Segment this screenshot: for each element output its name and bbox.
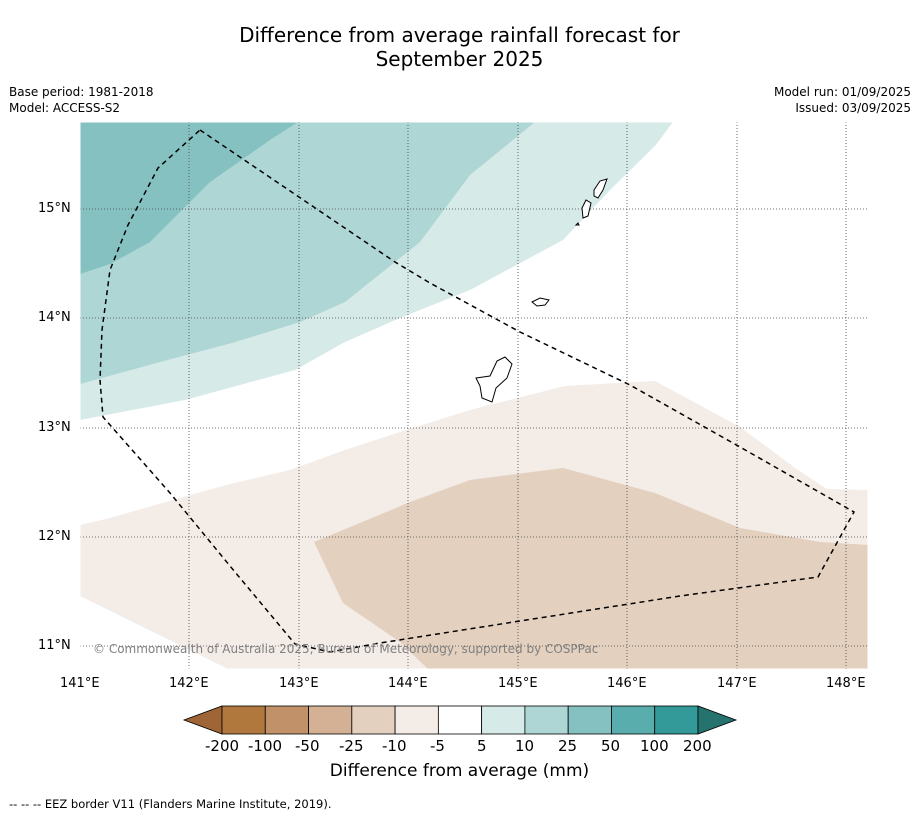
colorbar-segment-1 <box>264 705 309 735</box>
colorbar-label-minus25: -25 <box>339 737 364 755</box>
base-period-label: Base period: 1981-2018 <box>9 85 154 99</box>
map-title-line1: Difference from average rainfall forecas… <box>239 23 680 47</box>
colorbar-label-200: 200 <box>683 737 712 755</box>
colorbar-segment-4 <box>394 705 439 735</box>
copyright-credit: © Commonwealth of Australia 2025, Bureau… <box>93 642 599 656</box>
colorbar-label-10: 10 <box>515 737 535 755</box>
eez-legend-note: -- -- -- EEZ border V11 (Flanders Marine… <box>9 797 332 811</box>
colorbar-segment-2 <box>308 705 353 735</box>
lon-tick-141: 141°E <box>60 676 100 691</box>
colorbar-label-100: 100 <box>640 737 669 755</box>
map-title-line2: September 2025 <box>375 47 544 71</box>
model-run-label: Model run: 01/09/2025 <box>773 85 911 99</box>
model-label: Model: ACCESS-S2 <box>9 101 121 115</box>
colorbar-segment-10 <box>654 705 699 735</box>
colorbar-segment-0 <box>221 705 266 735</box>
lon-tick-144: 144°E <box>388 676 428 691</box>
lat-tick-14: 14°N <box>38 310 71 325</box>
lon-tick-147: 147°E <box>717 676 757 691</box>
issued-label: Issued: 03/09/2025 <box>795 101 911 115</box>
lat-tick-15: 15°N <box>38 201 71 216</box>
lon-tick-145: 145°E <box>498 676 538 691</box>
colorbar-label-minus50: -50 <box>295 737 320 755</box>
island-rota <box>531 297 550 307</box>
colorbar-extend-high <box>697 705 738 735</box>
colorbar-segment-8 <box>567 705 612 735</box>
colorbar-segment-6 <box>481 705 526 735</box>
island-aguijan <box>574 222 580 226</box>
colorbar-extend-low <box>182 705 223 735</box>
colorbar-label-25: 25 <box>558 737 578 755</box>
island-tinian <box>581 199 592 219</box>
colorbar-segment-5 <box>437 705 483 735</box>
lat-tick-12: 12°N <box>38 529 71 544</box>
colorbar-segment-7 <box>524 705 569 735</box>
island-guam <box>475 356 513 403</box>
island-saipan <box>593 178 608 199</box>
lon-tick-148: 148°E <box>826 676 866 691</box>
dry-band-minus10-25 <box>314 468 868 669</box>
colorbar-segment-9 <box>611 705 656 735</box>
lon-tick-142: 142°E <box>169 676 209 691</box>
colorbar-label-50: 50 <box>601 737 621 755</box>
lat-tick-13: 13°N <box>38 420 71 435</box>
colorbar-title: Difference from average (mm) <box>329 761 590 781</box>
colorbar-segment-3 <box>351 705 396 735</box>
colorbar-label-minus200: -200 <box>205 737 240 755</box>
lon-tick-143: 143°E <box>279 676 319 691</box>
eez-border <box>99 129 856 653</box>
colorbar-label-minus5: -5 <box>430 737 445 755</box>
colorbar-label-5: 5 <box>477 737 487 755</box>
map-frame <box>79 121 869 670</box>
colorbar-label-minus100: -100 <box>248 737 283 755</box>
colorbar-label-minus10: -10 <box>382 737 407 755</box>
lat-tick-11: 11°N <box>38 638 71 653</box>
lon-tick-146: 146°E <box>607 676 647 691</box>
